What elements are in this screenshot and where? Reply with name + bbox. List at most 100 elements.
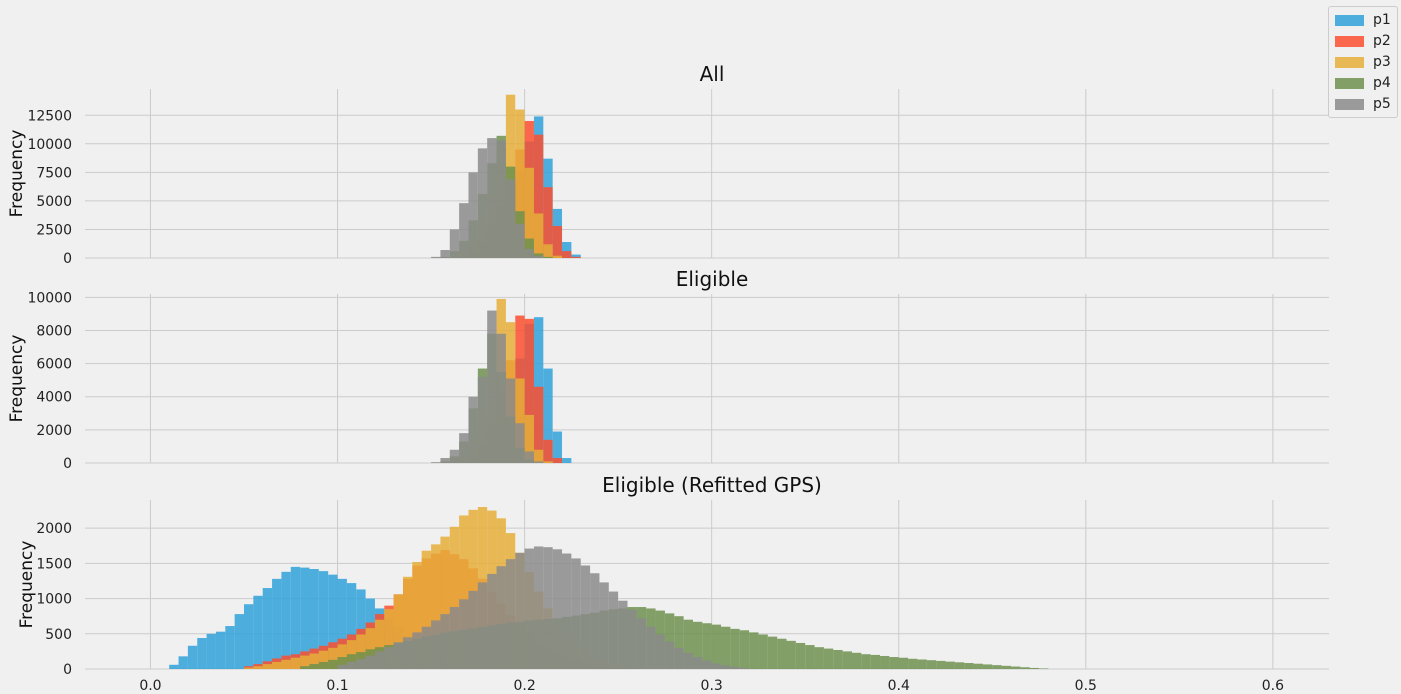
histogram-bar-p4 [870,654,881,669]
histogram-bar-p5 [477,582,488,669]
histogram-bar-p1 [337,578,347,669]
histogram-bar-p2 [562,251,572,258]
legend-label-p5: p5 [1373,96,1391,112]
histogram-bar-p1 [309,569,319,669]
histogram-bar-p3 [365,628,375,669]
histogram-bar-p5 [468,172,478,258]
y-axis-label: Frequency [17,541,37,629]
legend-swatch-p3 [1335,56,1364,68]
histogram-bar-p4 [674,616,684,669]
histogram-bar-p5 [533,546,544,669]
x-tick-label: 0.3 [701,678,723,694]
histogram-bar-p4 [328,659,338,669]
y-tick-label: 8000 [36,323,72,339]
histogram-bar-p1 [178,656,188,669]
histogram-bar-p5 [533,255,544,258]
histogram-bar-p4 [318,661,329,669]
histogram-bar-p3 [431,544,441,669]
histogram-bar-p4 [861,654,871,669]
histogram-bar-p4 [777,638,787,669]
histogram-bar-p5 [580,565,591,669]
histogram-bar-p3 [253,666,263,669]
y-axis-label: Frequency [7,335,27,423]
legend: p1 p2 p3 p4 p5 [1328,6,1398,118]
panel-2: Eligible 0 2000 4000 6000 8000 10000 Frequency [7,267,1329,472]
x-tick-label: 0.0 [139,678,161,694]
histogram-bar-p5 [543,547,553,669]
histogram-bar-p4 [300,666,310,669]
y-tick-label: 2000 [36,423,72,439]
legend-label-p2: p2 [1373,33,1391,49]
histogram-bar-p4 [954,662,965,669]
histogram-bar-p2 [533,386,544,463]
histogram-bar-p4 [964,663,974,669]
legend-label-p3: p3 [1373,54,1391,70]
histogram-bar-p5 [505,559,516,669]
histogram-bar-p5 [711,663,722,669]
histogram-bar-p5 [431,256,441,258]
legend-item-p3: p3 [1335,53,1391,71]
legend-swatch-p4 [1335,77,1364,89]
histogram-bar-p3 [356,634,366,669]
histogram-bar-p5 [599,582,609,669]
histogram-bar-p4 [337,657,347,669]
histogram-bar-p4 [823,648,834,669]
histogram-bar-p5 [374,651,385,669]
histogram-bar-p5 [562,553,572,669]
histogram-bar-p3 [328,647,338,669]
histogram-bar-p5 [721,665,731,669]
histogram-bar-p4 [721,626,731,669]
histogram-bar-p1 [290,566,301,669]
histogram-bar-p5 [393,642,404,669]
series-p5 [337,546,750,669]
x-tick-label: 0.2 [513,678,535,694]
histogram-bar-p5 [356,659,366,669]
legend-swatch-p5 [1335,98,1364,110]
histogram-bar-p5 [533,461,544,463]
histogram-bar-p4 [926,660,937,669]
histogram-bar-p1 [571,254,581,258]
histogram-bar-p5 [646,626,656,669]
y-tick-label: 10000 [27,290,72,306]
histogram-bar-p1 [253,595,263,669]
y-tick-label: 2500 [36,222,72,238]
legend-item-p1: p1 [1335,11,1391,29]
histogram-bar-p4 [524,238,534,258]
histogram-bar-p5 [636,618,647,669]
histogram-bar-p5 [403,637,413,669]
histogram-bar-p5 [459,433,469,463]
histogram-bar-p4 [711,624,722,669]
legend-item-p4: p4 [1335,74,1391,92]
legend-item-p5: p5 [1335,95,1391,113]
histogram-bar-p5 [496,333,506,463]
histogram-bar-p3 [421,550,432,669]
histogram-bar-p1 [562,458,572,463]
histogram-bar-p5 [449,449,460,463]
histogram-bar-p1 [215,631,226,669]
y-tick-label: 0 [63,662,72,678]
x-tick-label: 0.5 [1075,678,1097,694]
histogram-bar-p5 [459,203,469,258]
histogram-bar-p5 [431,462,441,463]
histogram-bar-p5 [440,614,450,669]
histogram-bar-p3 [524,167,534,258]
histogram-bar-p4 [758,634,768,669]
histogram-bar-p5 [431,620,441,669]
histogram-bar-p3 [440,536,450,669]
histogram-bar-p4 [833,649,843,669]
histogram-bar-p5 [468,590,478,669]
histogram-bar-p5 [505,179,516,258]
histogram-bar-p5 [524,451,534,463]
panel-3: Eligible (Refitted GPS) 0 500 1000 1500 2000 F… [17,473,1329,694]
histogram-bar-p3 [412,561,422,669]
chart-title: Eligible [676,267,749,291]
y-tick-label: 2000 [36,521,72,537]
histogram-bar-p5 [524,248,534,258]
histogram-bar-p4 [767,636,778,669]
histogram-bar-p4 [992,665,1002,669]
histogram-bar-p3 [543,244,553,258]
histogram-bar-p4 [908,658,918,669]
histogram-bar-p2 [543,439,553,463]
histogram-bar-p4 [842,651,852,669]
